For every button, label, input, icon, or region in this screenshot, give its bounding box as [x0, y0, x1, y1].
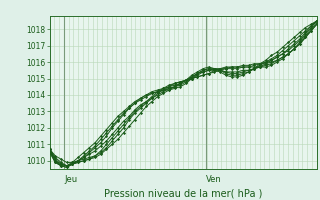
Text: Pression niveau de la mer( hPa ): Pression niveau de la mer( hPa ): [104, 189, 262, 199]
Text: Ven: Ven: [206, 175, 222, 184]
Text: Jeu: Jeu: [64, 175, 77, 184]
